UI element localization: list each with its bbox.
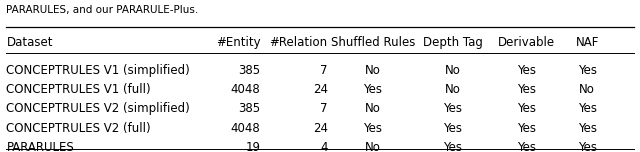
Text: No: No <box>365 141 381 152</box>
Text: CONCEPTRULES V2 (simplified): CONCEPTRULES V2 (simplified) <box>6 102 190 116</box>
Text: 4048: 4048 <box>231 83 260 96</box>
Text: 24: 24 <box>313 83 328 96</box>
Text: Yes: Yes <box>517 83 536 96</box>
Text: Yes: Yes <box>578 122 596 135</box>
Text: Yes: Yes <box>578 102 596 116</box>
Text: Yes: Yes <box>517 122 536 135</box>
Text: Yes: Yes <box>517 64 536 77</box>
Text: 7: 7 <box>320 102 328 116</box>
Text: Derivable: Derivable <box>498 36 555 50</box>
Text: Dataset: Dataset <box>6 36 53 50</box>
Text: No: No <box>579 83 595 96</box>
Text: Depth Tag: Depth Tag <box>423 36 483 50</box>
Text: 24: 24 <box>313 122 328 135</box>
Text: CONCEPTRULES V2 (full): CONCEPTRULES V2 (full) <box>6 122 151 135</box>
Text: 385: 385 <box>238 64 260 77</box>
Text: Yes: Yes <box>517 141 536 152</box>
Text: Yes: Yes <box>444 122 462 135</box>
Text: No: No <box>365 64 381 77</box>
Text: 385: 385 <box>238 102 260 116</box>
Text: No: No <box>445 83 461 96</box>
Text: NAF: NAF <box>575 36 599 50</box>
Text: CONCEPTRULES V1 (simplified): CONCEPTRULES V1 (simplified) <box>6 64 190 77</box>
Text: Yes: Yes <box>578 64 596 77</box>
Text: Shuffled Rules: Shuffled Rules <box>331 36 415 50</box>
Text: Yes: Yes <box>444 141 462 152</box>
Text: 7: 7 <box>320 64 328 77</box>
Text: No: No <box>365 102 381 116</box>
Text: No: No <box>445 64 461 77</box>
Text: 4048: 4048 <box>231 122 260 135</box>
Text: Yes: Yes <box>517 102 536 116</box>
Text: PARARULES: PARARULES <box>6 141 74 152</box>
Text: #Relation: #Relation <box>269 36 328 50</box>
Text: CONCEPTRULES V1 (full): CONCEPTRULES V1 (full) <box>6 83 151 96</box>
Text: Yes: Yes <box>364 83 382 96</box>
Text: Yes: Yes <box>578 141 596 152</box>
Text: 19: 19 <box>246 141 260 152</box>
Text: #Entity: #Entity <box>216 36 260 50</box>
Text: Yes: Yes <box>364 122 382 135</box>
Text: Yes: Yes <box>444 102 462 116</box>
Text: PARARULES, and our PARARULE-Plus.: PARARULES, and our PARARULE-Plus. <box>6 5 198 15</box>
Text: 4: 4 <box>320 141 328 152</box>
